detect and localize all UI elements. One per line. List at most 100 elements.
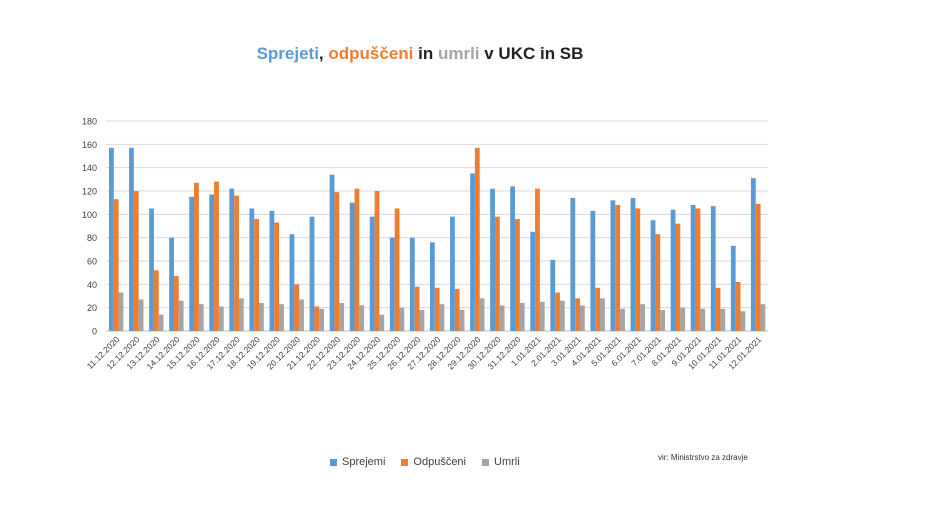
bar-sprejemi: [429, 242, 435, 331]
bar-sprejemi: [730, 245, 736, 331]
bar-odpusceni: [575, 298, 580, 331]
bar-umrli: [640, 304, 645, 331]
bar-odpusceni: [214, 181, 219, 331]
bar-umrli: [198, 304, 204, 331]
title-odpusceni: odpuščeni: [328, 44, 414, 63]
bar-umrli: [118, 292, 124, 331]
y-tick-label: 100: [82, 210, 97, 220]
bar-odpusceni: [354, 188, 360, 331]
bars: [109, 147, 766, 331]
legend: Sprejemi Odpuščeni Umrli: [330, 456, 520, 468]
bar-umrli: [419, 310, 425, 331]
bar-sprejemi: [269, 210, 275, 331]
bar-umrli: [259, 303, 264, 331]
bar-sprejemi: [590, 210, 596, 331]
bar-sprejemi: [289, 234, 295, 331]
legend-item-odpusceni: Odpuščeni: [401, 456, 466, 468]
bar-umrli: [479, 298, 485, 331]
bar-umrli: [279, 304, 284, 331]
bar-umrli: [158, 314, 164, 331]
y-tick-label: 60: [87, 257, 97, 267]
title-separator-2: in: [413, 44, 438, 63]
legend-label-sprejemi: Sprejemi: [342, 456, 386, 468]
source-note: vir: Ministrstvo za zdravje: [658, 453, 748, 462]
y-tick-label: 160: [82, 140, 97, 150]
title-separator-1: ,: [318, 44, 329, 63]
bar-umrli: [720, 308, 726, 331]
y-tick-label: 20: [87, 303, 97, 313]
bar-sprejemi: [670, 209, 676, 331]
y-tick-label: 180: [82, 117, 97, 127]
bar-odpusceni: [615, 205, 621, 331]
title-suffix: v UKC in SB: [479, 44, 584, 63]
bar-sprejemi: [470, 173, 475, 331]
bar-sprejemi: [109, 147, 114, 331]
bar-umrli: [359, 305, 365, 331]
legend-swatch-odpusceni: [401, 458, 409, 466]
y-tick-label: 40: [87, 280, 97, 290]
legend-swatch-sprejemi: [330, 458, 337, 466]
bar-sprejemi: [690, 205, 696, 331]
bar-sprejemi: [129, 147, 134, 331]
bar-odpusceni: [494, 216, 500, 331]
bar-umrli: [499, 305, 505, 331]
bar-odpusceni: [655, 234, 661, 331]
bar-sprejemi: [610, 200, 616, 331]
bar-umrli: [600, 298, 605, 331]
bar-sprejemi: [189, 196, 195, 331]
bar-umrli: [620, 308, 625, 331]
y-tick-label: 120: [82, 187, 97, 197]
bar-odpusceni: [234, 195, 239, 331]
y-tick-label: 0: [92, 327, 97, 337]
bar-odpusceni: [735, 282, 741, 331]
bar-sprejemi: [149, 208, 154, 331]
title-sprejeti: Sprejeti: [256, 44, 319, 63]
bar-odpusceni: [173, 276, 179, 331]
bar-umrli: [178, 300, 184, 331]
bar-odpusceni: [675, 223, 681, 331]
bar-sprejemi: [490, 188, 495, 331]
bar-odpusceni: [294, 284, 300, 331]
bar-sprejemi: [349, 202, 355, 331]
bar-umrli: [660, 310, 666, 331]
bar-umrli: [680, 307, 686, 331]
bar-sprejemi: [550, 259, 556, 331]
bar-odpusceni: [194, 182, 199, 331]
y-axis-labels: 0 20 40 60 80 100 120 140 160 180: [82, 117, 97, 337]
title-umrli: umrli: [437, 44, 480, 63]
bar-odpusceni: [254, 219, 260, 331]
bar-sprejemi: [450, 216, 455, 331]
legend-item-umrli: Umrli: [482, 456, 520, 468]
x-axis-labels: 11.12.202012.12.202013.12.202014.12.2020…: [85, 334, 764, 371]
bar-sprejemi: [169, 237, 174, 331]
bar-umrli: [740, 311, 746, 331]
bar-umrli: [439, 304, 445, 331]
bar-odpusceni: [153, 270, 159, 331]
bar-umrli: [760, 304, 766, 331]
legend-label-odpusceni: Odpuščeni: [413, 456, 466, 468]
bar-odpusceni: [595, 287, 601, 331]
bar-umrli: [218, 306, 224, 331]
y-tick-label: 140: [82, 163, 97, 173]
bar-umrli: [519, 303, 525, 331]
bar-sprejemi: [309, 216, 315, 331]
bar-sprejemi: [249, 208, 255, 331]
bar-umrli: [299, 299, 304, 331]
bar-umrli: [339, 303, 345, 331]
y-tick-label: 80: [87, 233, 97, 243]
bar-sprejemi: [329, 174, 335, 331]
bar-odpusceni: [334, 192, 340, 331]
legend-item-sprejemi: Sprejemi: [330, 456, 385, 468]
bar-umrli: [700, 308, 706, 331]
bar-odpusceni: [755, 203, 761, 331]
bar-umrli: [138, 299, 144, 331]
bar-odpusceni: [695, 208, 701, 331]
bar-sprejemi: [409, 237, 415, 331]
bar-sprejemi: [630, 198, 636, 331]
bar-umrli: [459, 310, 465, 331]
bar-umrli: [539, 301, 545, 331]
bar-umrli: [399, 307, 405, 331]
bar-odpusceni: [113, 199, 119, 331]
bar-odpusceni: [374, 191, 380, 331]
bar-odpusceni: [454, 289, 460, 331]
